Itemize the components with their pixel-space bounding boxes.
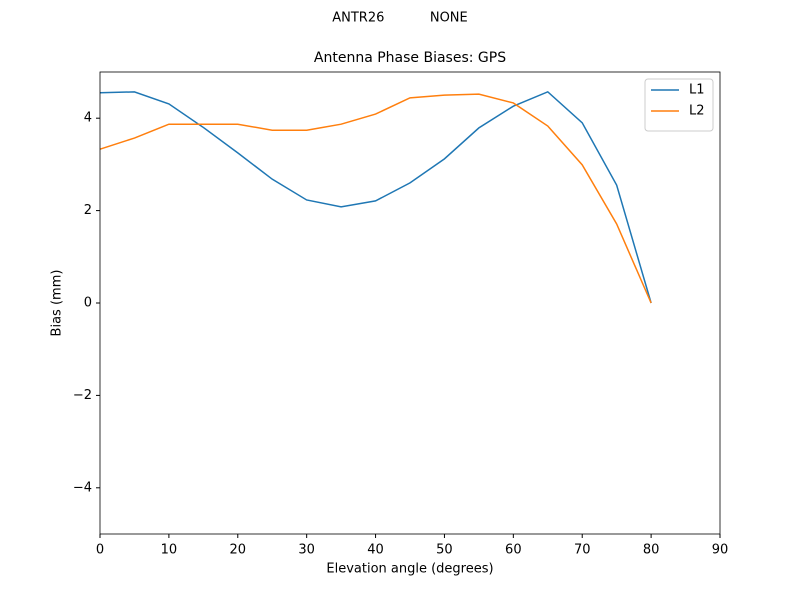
series-line	[99, 93, 652, 304]
series-line	[99, 90, 652, 304]
x-tick-label: 40	[367, 543, 384, 558]
y-tick-label: −2	[73, 388, 92, 403]
x-tick-label: 50	[436, 543, 453, 558]
axes-frame	[99, 71, 721, 535]
y-tick-label: 4	[84, 111, 92, 126]
x-tick-label: 10	[161, 543, 178, 558]
x-tick-label: 0	[96, 543, 104, 558]
y-tick-label: 0	[84, 296, 92, 311]
y-tick-label: 2	[84, 203, 92, 218]
x-axis-label: Elevation angle (degrees)	[326, 562, 493, 577]
x-tick-label: 80	[643, 543, 660, 558]
legend-label: L1	[689, 83, 705, 98]
x-tick-label: 70	[574, 543, 591, 558]
x-tick-label: 60	[505, 543, 522, 558]
x-tick-label: 30	[298, 543, 315, 558]
y-tick-label: −4	[73, 480, 92, 495]
x-tick-label: 90	[712, 543, 729, 558]
y-axis-label: Bias (mm)	[50, 270, 65, 337]
suptitle: ANTR26 NONE	[332, 11, 467, 26]
x-tick-label: 20	[230, 543, 247, 558]
legend-box	[644, 78, 714, 132]
chart-title: Antenna Phase Biases: GPS	[314, 50, 506, 66]
legend-label: L2	[689, 104, 705, 119]
